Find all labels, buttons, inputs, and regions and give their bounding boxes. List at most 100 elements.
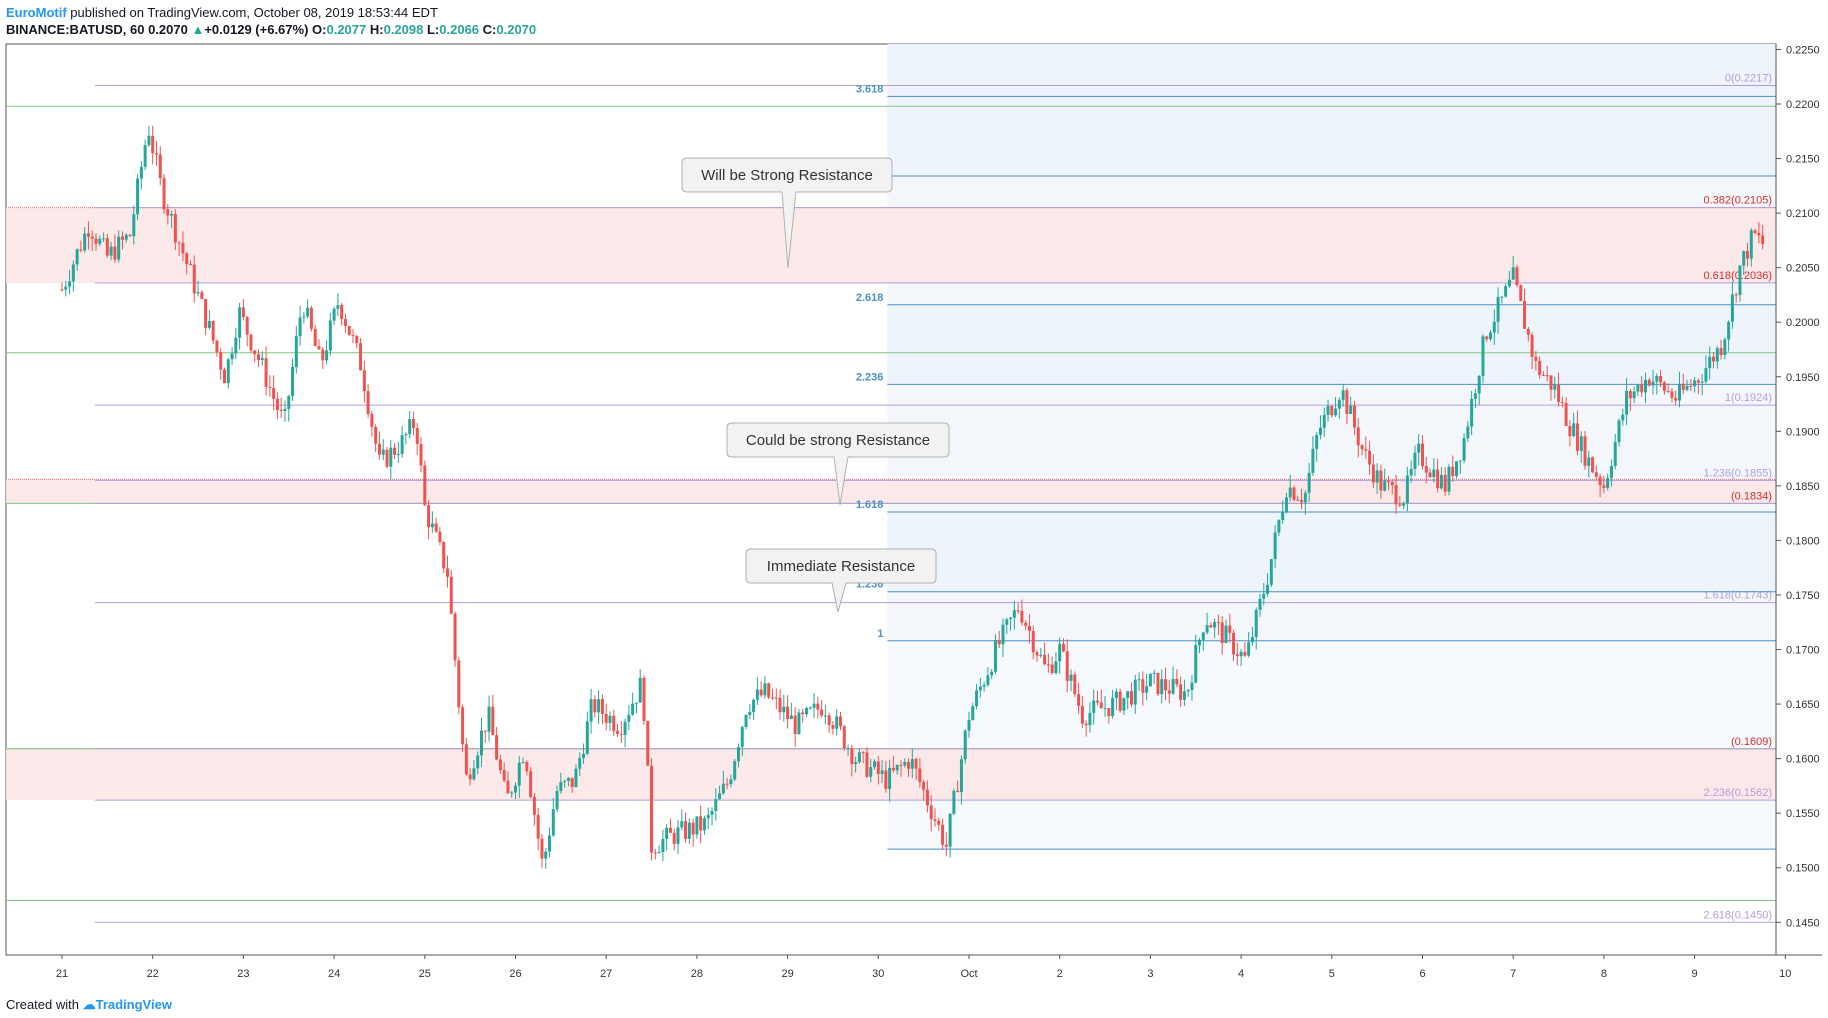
candle-body [1693,380,1697,387]
candle-body [1405,475,1409,504]
candle-body [325,350,329,361]
candle-body [725,783,729,785]
candle-body [1696,380,1700,383]
candle-body [1455,461,1459,477]
candle-body [1462,438,1466,461]
author-name[interactable]: EuroMotif [6,5,67,20]
candle-body [1568,426,1572,437]
high-label: H: [369,22,384,37]
close-value: 0.2070 [496,22,537,37]
candle-body [793,715,797,735]
fib-retracement-label: 0.618(0.2036) [1704,270,1773,282]
candle-body [411,419,415,428]
candle-body [993,640,997,672]
candle-body [589,699,593,722]
candle-body [151,135,155,154]
candle-body [536,814,540,839]
candle-body [563,780,567,782]
candle-body [298,317,302,337]
candle-body [982,684,986,687]
candle-body [147,135,151,146]
candle-body [1224,625,1228,643]
candle-body [1118,691,1122,711]
candle-body [389,447,393,467]
candle-body [850,748,854,765]
candle-body [925,789,929,806]
candle-body [544,851,548,859]
time-tick-label: 27 [600,968,612,980]
candle-body [789,715,793,720]
fib-extension-label: 3.618 [856,83,884,95]
time-tick-label: 29 [781,968,793,980]
candle-body [215,340,219,353]
candle-body [1587,457,1591,466]
candle-body [1734,294,1738,296]
fib-extension-label: 2.236 [856,371,884,383]
callout: Will be Strong Resistance [681,157,893,269]
candle-body [457,660,461,708]
candle-body [1685,386,1689,390]
candle-body [1141,679,1145,693]
candle-body [873,761,877,768]
candle-body [1262,593,1266,599]
candle-body [869,767,873,777]
tradingview-brand[interactable]: TradingView [95,997,172,1012]
fib-zone [887,304,1776,385]
candle-body [653,852,657,854]
candle-body [827,715,831,726]
price-tick-label: 0.1500 [1786,863,1820,875]
candle-body [396,454,400,456]
candle-body [309,307,313,329]
candle-body [778,697,782,713]
price-tick-label: 0.1600 [1786,754,1820,766]
candle-body [634,702,638,704]
candle-body [1470,398,1474,427]
candle-body [400,435,404,455]
candle-body [600,699,604,715]
fib-retracement-label: 1(0.1924) [1725,392,1772,404]
candle-body [1114,691,1118,699]
candle-body [570,777,574,787]
candle-body [736,747,740,762]
candle-body [975,690,979,707]
candle-body [294,336,298,368]
candle-body [321,349,325,361]
candle-body [1711,356,1715,362]
candle-body [990,671,994,676]
candle-body [888,767,892,790]
candle-body [464,744,468,775]
price-chart[interactable]: 0(0.2217)0.382(0.2105)0.618(0.2036)1(0.1… [0,0,1828,985]
candle-body [1171,678,1175,694]
candle-body [774,697,778,699]
candle-body [317,346,321,350]
candle-body [846,748,850,750]
candle-body [241,307,245,318]
resistance-zone [6,207,1776,283]
candle-body [68,281,72,287]
candle-body [532,797,536,815]
candle-body [192,264,196,294]
last-price: 0.2070 [148,22,188,37]
candle-body [551,809,555,836]
candle-body [393,447,397,455]
candle-body [1413,452,1417,469]
candle-body [1421,443,1424,467]
candle-body [767,683,771,698]
candle-body [548,835,552,852]
candle-body [1182,691,1186,700]
candle-body [657,852,661,854]
candle-body [933,819,937,821]
candle-body [684,821,688,839]
candle-body [1602,485,1606,488]
price-tick-label: 0.2050 [1786,263,1820,275]
candle-body [1349,405,1353,414]
fib-zone [887,640,1776,850]
candle-body [646,721,650,766]
candle-body [1613,442,1617,467]
candle-body [1307,472,1311,493]
candle-body [1708,356,1712,369]
time-tick-label: Oct [960,968,977,980]
candle-body [332,308,336,321]
candle-body [1651,381,1655,386]
candle-body [438,531,442,543]
